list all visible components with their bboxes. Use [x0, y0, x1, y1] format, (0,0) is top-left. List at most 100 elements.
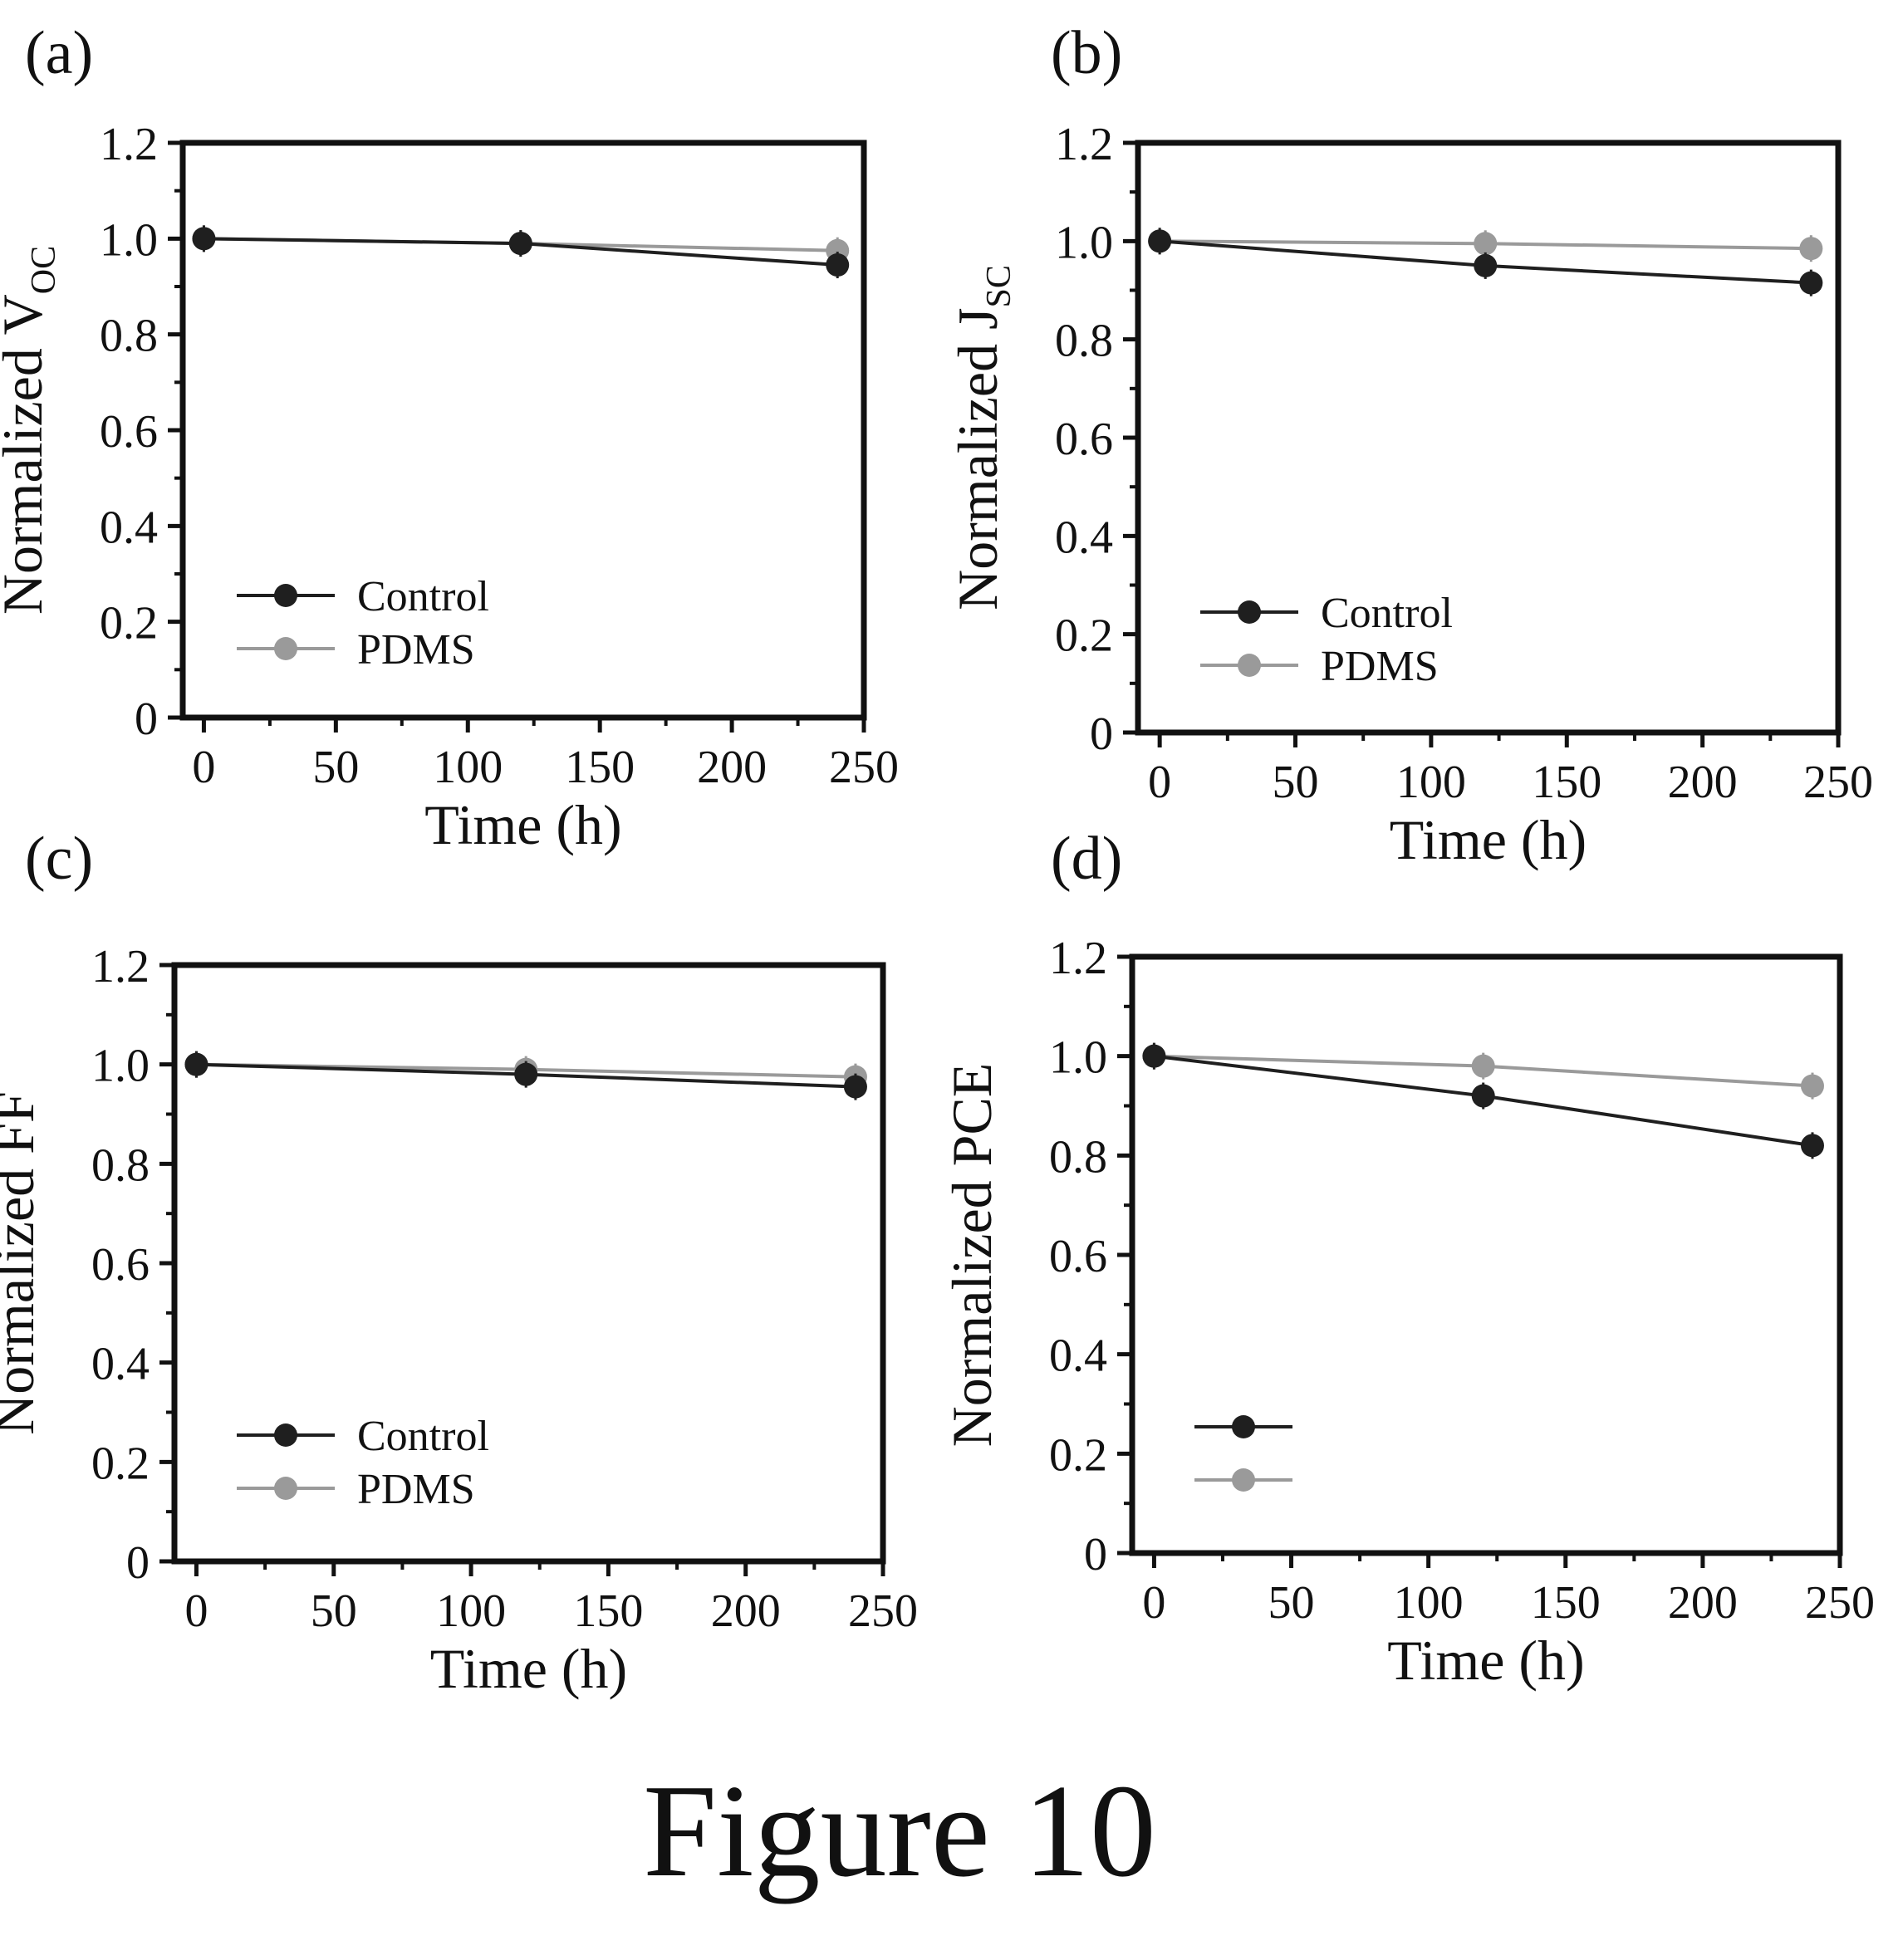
y-axis-label-main: Normalized J — [946, 307, 1009, 610]
y-tick-label: 1.2 — [1049, 933, 1107, 984]
y-axis-label-main: Normalized V — [0, 294, 54, 615]
chart-panel-d: (d) 0 0.2 0.4 0.6 0.8 1.0 1.2 0 50 100 150 200 250 Tim… — [940, 825, 1875, 1692]
panel-label: (c) — [25, 825, 93, 893]
y-tick-label: 0.2 — [100, 598, 158, 649]
x-tick-label: 200 — [697, 742, 767, 793]
legend-marker — [1238, 654, 1261, 677]
legend-label: Control — [357, 1413, 489, 1460]
y-axis-label-main: Normalized FF — [0, 1091, 46, 1435]
data-point — [826, 253, 850, 277]
x-tick-label: 150 — [1531, 1577, 1601, 1629]
y-axis-label: Normalized JSC — [946, 265, 1018, 610]
plot-frame — [171, 962, 886, 1565]
x-tick-label: 200 — [1668, 1577, 1738, 1629]
panel-label: (d) — [1051, 825, 1122, 893]
x-axis-label: Time (h) — [1387, 1629, 1584, 1692]
y-tick-label: 0.8 — [100, 311, 158, 362]
x-tick-label: 100 — [1394, 1577, 1464, 1629]
x-axis-label: Time (h) — [424, 793, 621, 856]
chart-panel-a: (a) 0 0.2 0.4 0.6 0.8 1.0 1.2 0 50 100 150 200 250 Tim… — [0, 19, 899, 856]
y-tick-label: 0 — [135, 693, 158, 745]
y-tick-label: 0.6 — [100, 406, 158, 458]
x-tick-label: 250 — [1805, 1577, 1875, 1629]
y-tick-label: 1.2 — [91, 941, 150, 992]
data-point — [514, 1062, 538, 1086]
y-tick-label: 0.6 — [1055, 414, 1113, 465]
data-point — [1148, 229, 1172, 253]
y-tick-label: 0.2 — [1049, 1429, 1107, 1481]
y-tick-label: 1.0 — [1055, 217, 1113, 268]
y-tick-label: 0.4 — [100, 502, 158, 553]
y-axis-label: Normalized FF — [0, 1091, 46, 1435]
y-tick-label: 0 — [1084, 1529, 1107, 1580]
y-tick-label: 1.0 — [1049, 1032, 1107, 1084]
data-point — [1142, 1044, 1166, 1068]
x-tick-label: 50 — [1268, 1577, 1315, 1629]
x-tick-label: 100 — [436, 1585, 506, 1637]
x-tick-label: 0 — [192, 742, 215, 793]
legend-label: Control — [1321, 590, 1453, 637]
y-tick-label: 0.8 — [91, 1139, 150, 1191]
x-tick-label: 0 — [1142, 1577, 1165, 1629]
y-tick-label: 0.4 — [91, 1339, 150, 1390]
x-tick-label: 100 — [1396, 757, 1466, 808]
y-tick-label: 0.4 — [1049, 1330, 1107, 1382]
y-axis-label-subscript: SC — [980, 265, 1018, 307]
y-tick-label: 0 — [1090, 708, 1113, 760]
x-tick-label: 150 — [1532, 757, 1601, 808]
x-axis-label: Time (h) — [430, 1637, 627, 1700]
y-axis-label: Normalized VOC — [0, 246, 63, 615]
x-tick-label: 50 — [312, 742, 359, 793]
x-axis-label: Time (h) — [1390, 808, 1587, 871]
legend-marker — [1232, 1468, 1255, 1492]
x-tick-label: 0 — [1148, 757, 1171, 808]
legend-marker — [274, 637, 297, 660]
legend-label: PDMS — [1321, 643, 1439, 690]
legend-label: PDMS — [357, 1466, 475, 1513]
y-axis-label: Normalized PCE — [940, 1063, 1003, 1448]
y-tick-label: 1.0 — [100, 214, 158, 266]
data-point — [1799, 237, 1823, 261]
y-tick-label: 0.8 — [1055, 316, 1113, 367]
data-point — [1471, 1054, 1495, 1078]
legend-label: PDMS — [357, 626, 475, 674]
x-tick-label: 50 — [311, 1585, 357, 1637]
data-point — [1474, 253, 1498, 277]
panel-label: (a) — [25, 19, 93, 87]
y-tick-label: 0 — [126, 1537, 150, 1589]
y-tick-label: 0.2 — [1055, 610, 1113, 662]
legend-marker — [274, 1477, 297, 1500]
legend-marker — [1232, 1415, 1255, 1438]
data-point — [1800, 1074, 1824, 1098]
data-point — [184, 1052, 208, 1076]
y-axis-label-main: Normalized PCE — [940, 1063, 1003, 1448]
x-tick-label: 100 — [433, 742, 503, 793]
y-tick-label: 1.2 — [1055, 119, 1113, 170]
y-tick-label: 0.6 — [91, 1239, 150, 1291]
plot-frame — [179, 140, 867, 721]
figure-caption: Figure 10 — [643, 1757, 1156, 1904]
legend-marker — [1238, 600, 1261, 624]
y-tick-label: 0.4 — [1055, 512, 1113, 563]
data-point — [1474, 232, 1498, 256]
x-tick-label: 150 — [565, 742, 635, 793]
y-tick-label: 1.2 — [100, 119, 158, 170]
y-axis-label-subscript: OC — [25, 246, 63, 294]
data-point — [192, 227, 216, 251]
y-tick-label: 0.6 — [1049, 1231, 1107, 1282]
plot-frame — [1129, 953, 1843, 1556]
data-point — [1800, 1134, 1824, 1158]
y-tick-label: 0.8 — [1049, 1131, 1107, 1183]
legend-marker — [274, 1423, 297, 1447]
legend-label: Control — [357, 573, 489, 620]
x-tick-label: 250 — [848, 1585, 918, 1637]
y-tick-label: 1.0 — [91, 1041, 150, 1092]
x-tick-label: 200 — [711, 1585, 781, 1637]
plot-frame — [1135, 140, 1842, 736]
x-tick-label: 200 — [1668, 757, 1738, 808]
panel-label: (b) — [1051, 19, 1122, 87]
legend-marker — [274, 584, 297, 607]
x-tick-label: 250 — [1803, 757, 1873, 808]
data-point — [1471, 1084, 1495, 1108]
